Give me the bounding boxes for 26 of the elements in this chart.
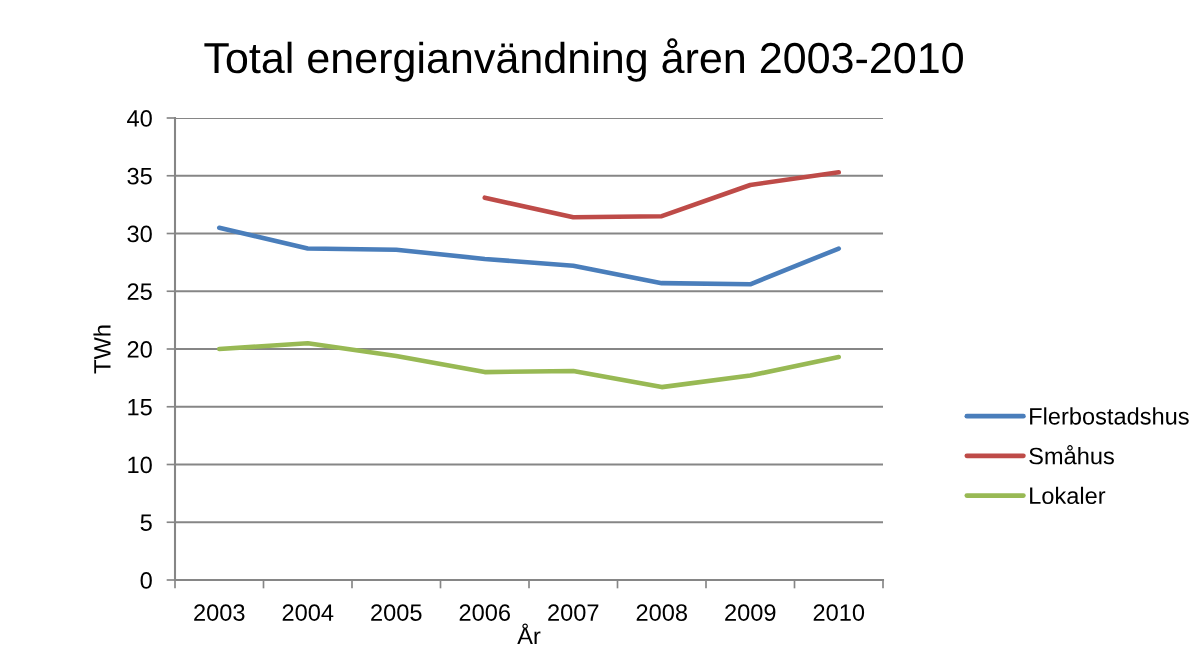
x-tick-label: 2004 (282, 604, 334, 621)
x-tick-label: 2006 (459, 604, 510, 621)
x-tick-label: 2009 (725, 604, 776, 621)
y-tick-label: 40 (127, 110, 152, 127)
y-tick-label: 25 (127, 283, 152, 301)
y-tick-label: 30 (127, 225, 152, 243)
y-tick-label: 35 (127, 167, 152, 185)
legend-label: Flerbostadshus (1030, 407, 1189, 425)
y-tick-label: 5 (140, 514, 152, 532)
x-tick-label: 2010 (813, 604, 865, 621)
y-tick-label: 20 (127, 341, 152, 358)
line-series (482, 169, 842, 220)
x-tick-label: 2003 (194, 604, 245, 621)
x-tick-label: 2005 (371, 604, 422, 621)
line-series (216, 225, 842, 287)
y-tick-label: 10 (128, 456, 152, 474)
legend-label: Lokaler (1030, 486, 1106, 505)
y-axis-title: TWh (93, 325, 111, 374)
y-tick-label: 0 (140, 572, 152, 589)
y-tick-label: 15 (128, 399, 152, 416)
x-axis-title: År (517, 623, 541, 645)
chart-title: Total energianvändning åren 2003-2010 (204, 38, 963, 82)
legend-label: Småhus (1029, 445, 1114, 465)
line-series (216, 340, 842, 390)
x-tick-label: 2007 (548, 604, 599, 621)
x-tick-label: 2008 (636, 604, 687, 621)
